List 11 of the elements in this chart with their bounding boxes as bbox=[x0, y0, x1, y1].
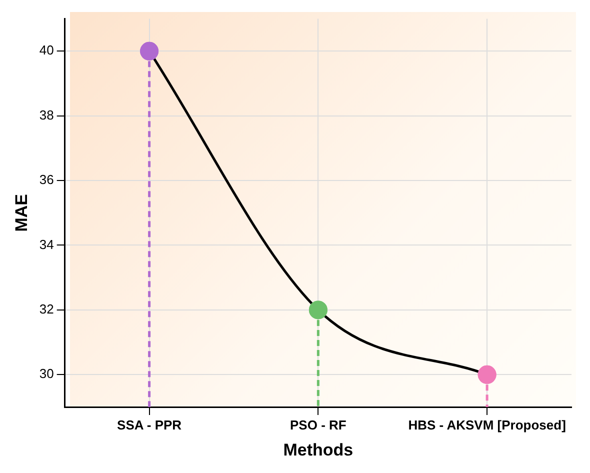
x-tick-label: PSO - RF bbox=[290, 417, 346, 432]
y-tick-label: 38 bbox=[39, 107, 54, 122]
x-axis-title: Methods bbox=[283, 440, 354, 460]
y-tick-label: 30 bbox=[39, 366, 54, 382]
x-tick-label: SSA - PPR bbox=[117, 417, 182, 432]
x-tick-label: HBS - AKSVM [Proposed] bbox=[408, 417, 566, 432]
y-tick-label: 32 bbox=[39, 302, 54, 317]
y-tick-label: 40 bbox=[39, 42, 54, 58]
y-tick-label: 34 bbox=[39, 236, 54, 252]
y-axis-title: MAE bbox=[12, 194, 31, 232]
y-tick-label: 36 bbox=[39, 172, 54, 188]
